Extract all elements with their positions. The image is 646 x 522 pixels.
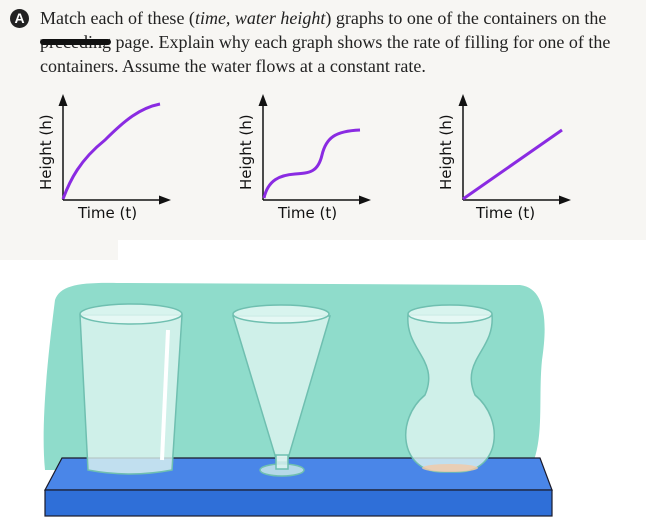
graph-2-xlabel: Time (t): [278, 204, 338, 222]
cone-glass: [231, 304, 332, 477]
curve-1: [61, 102, 161, 200]
hourglass-vase: [404, 304, 496, 473]
graph-3: [458, 94, 571, 205]
graph-1-xlabel: Time (t): [78, 204, 138, 222]
graph-1-ylabel: Height (h): [37, 114, 55, 190]
problem-badge: A: [10, 9, 29, 28]
problem-text: Match each of these (time, water height)…: [40, 8, 611, 76]
shelf-front: [44, 489, 553, 517]
graph-3-ylabel: Height (h): [437, 114, 455, 190]
graph-3-xlabel: Time (t): [476, 204, 536, 222]
struck-word: preceding: [40, 32, 111, 52]
curve-2: [262, 128, 361, 199]
cylinder-glass: [79, 303, 183, 475]
graph-2: [258, 94, 371, 205]
graph-1: [58, 94, 171, 205]
graph-2-ylabel: Height (h): [237, 114, 255, 190]
curve-3: [462, 128, 563, 201]
